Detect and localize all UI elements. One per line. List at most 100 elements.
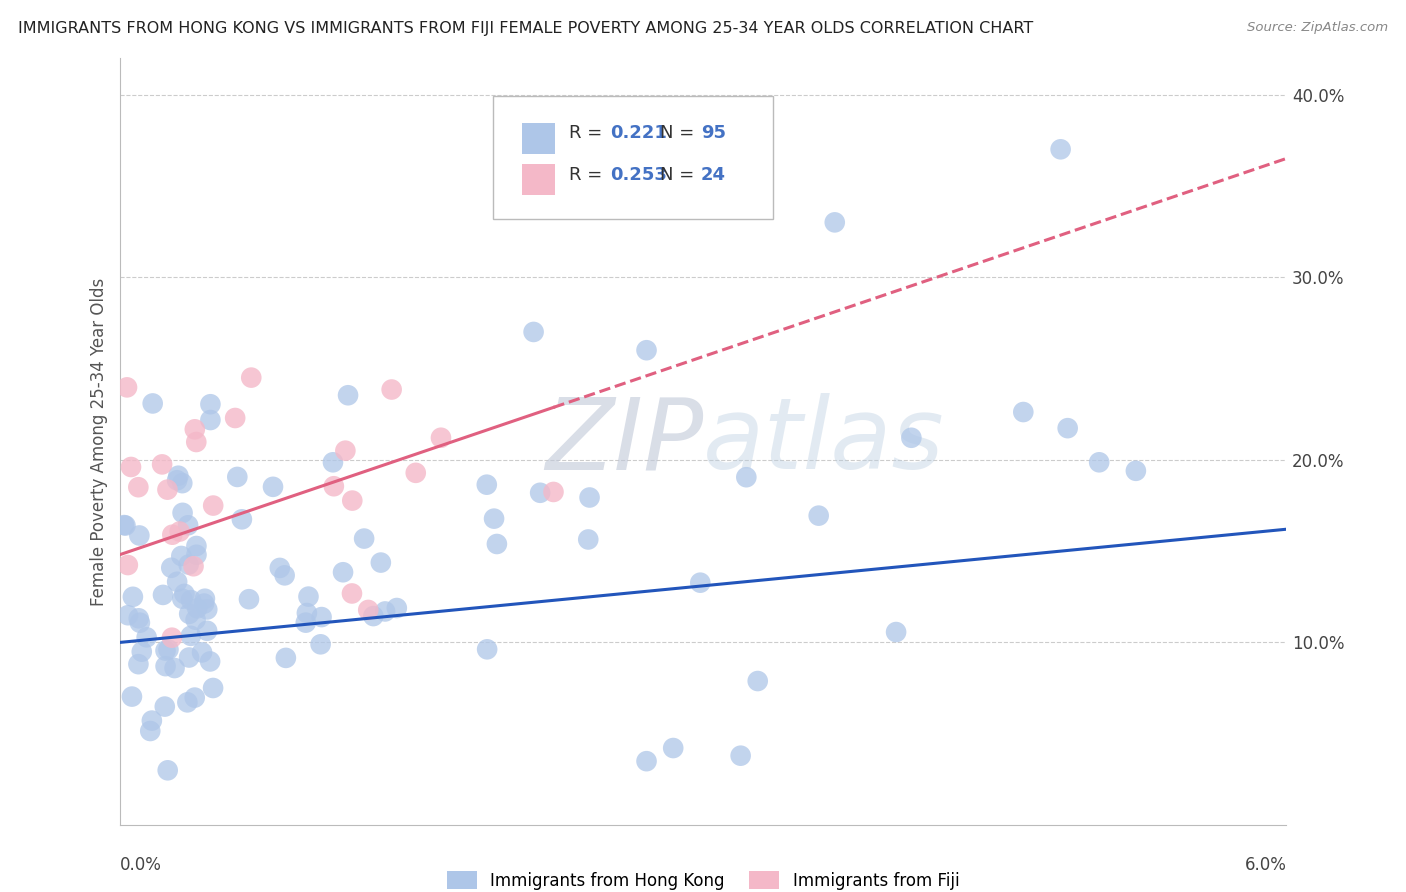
Point xyxy=(121,690,143,704)
Point xyxy=(357,603,380,617)
Point xyxy=(385,601,408,615)
FancyBboxPatch shape xyxy=(494,96,773,219)
Point xyxy=(162,527,184,541)
Point xyxy=(152,588,174,602)
Point xyxy=(224,411,246,425)
Text: 95: 95 xyxy=(700,124,725,142)
Point xyxy=(120,460,142,475)
Point xyxy=(163,661,186,675)
Point xyxy=(337,388,360,402)
Point xyxy=(166,473,188,487)
Point xyxy=(173,587,195,601)
Point xyxy=(186,539,208,553)
Point xyxy=(177,558,200,572)
Point xyxy=(128,528,150,542)
Point xyxy=(322,479,344,493)
Point xyxy=(115,380,138,394)
Text: ZIP: ZIP xyxy=(544,393,703,490)
Point xyxy=(900,431,922,445)
Point xyxy=(662,741,685,756)
Point xyxy=(322,455,344,469)
Point xyxy=(311,610,333,624)
Text: N =: N = xyxy=(659,166,700,184)
Point xyxy=(370,556,392,570)
Point xyxy=(482,511,505,525)
Point xyxy=(730,748,752,763)
Point xyxy=(155,659,177,673)
Point xyxy=(405,466,427,480)
Point xyxy=(1012,405,1035,419)
Point xyxy=(1049,142,1071,156)
Point xyxy=(202,499,225,513)
Point xyxy=(186,601,208,615)
Point xyxy=(735,470,758,484)
Point xyxy=(240,370,263,384)
Point xyxy=(184,613,207,627)
Point xyxy=(186,435,208,450)
Point xyxy=(226,470,249,484)
Text: 0.221: 0.221 xyxy=(610,124,666,142)
Text: 6.0%: 6.0% xyxy=(1244,855,1286,873)
Point xyxy=(180,629,202,643)
Point xyxy=(112,518,135,533)
Point xyxy=(172,506,194,520)
Text: N =: N = xyxy=(659,124,700,142)
Point xyxy=(155,643,177,657)
Point xyxy=(166,574,188,589)
Point xyxy=(186,548,208,562)
Text: 0.0%: 0.0% xyxy=(120,855,162,873)
Point xyxy=(172,476,194,491)
Point xyxy=(122,590,145,604)
Point xyxy=(195,602,218,616)
Point xyxy=(150,458,173,472)
Point xyxy=(262,480,284,494)
Point xyxy=(363,609,385,624)
Point xyxy=(689,575,711,590)
Point xyxy=(167,468,190,483)
Point xyxy=(309,637,332,651)
Point xyxy=(295,606,318,620)
Text: 0.253: 0.253 xyxy=(610,166,666,184)
Point xyxy=(1088,455,1111,469)
Point xyxy=(160,631,183,645)
Point xyxy=(153,699,176,714)
Point xyxy=(141,714,163,728)
Point xyxy=(157,642,180,657)
Text: 24: 24 xyxy=(700,166,725,184)
Point xyxy=(131,645,153,659)
Point xyxy=(297,590,319,604)
Point xyxy=(169,524,191,539)
Point xyxy=(142,396,165,410)
Point xyxy=(381,383,404,397)
Point xyxy=(340,586,363,600)
Point xyxy=(543,485,565,500)
Point xyxy=(485,537,508,551)
Point xyxy=(127,480,149,494)
Point xyxy=(170,549,193,563)
Point xyxy=(114,518,136,533)
Point xyxy=(195,624,218,638)
Point xyxy=(183,690,205,705)
Text: atlas: atlas xyxy=(703,393,945,490)
Point xyxy=(172,591,194,606)
Point xyxy=(156,764,179,778)
Point xyxy=(1125,464,1147,478)
Point xyxy=(200,397,222,411)
Point xyxy=(191,645,214,659)
Text: R =: R = xyxy=(569,166,607,184)
Point xyxy=(177,650,200,665)
Point xyxy=(238,592,260,607)
Point xyxy=(353,532,375,546)
Point xyxy=(475,477,498,491)
Point xyxy=(430,431,453,445)
Point xyxy=(177,518,200,533)
Text: IMMIGRANTS FROM HONG KONG VS IMMIGRANTS FROM FIJI FEMALE POVERTY AMONG 25-34 YEA: IMMIGRANTS FROM HONG KONG VS IMMIGRANTS … xyxy=(18,21,1033,36)
Point xyxy=(117,608,139,623)
Point xyxy=(194,591,217,606)
Point xyxy=(127,657,149,672)
Point xyxy=(193,597,215,611)
Point xyxy=(747,673,769,688)
Point xyxy=(475,642,498,657)
Point xyxy=(139,724,162,739)
Point xyxy=(335,443,357,458)
